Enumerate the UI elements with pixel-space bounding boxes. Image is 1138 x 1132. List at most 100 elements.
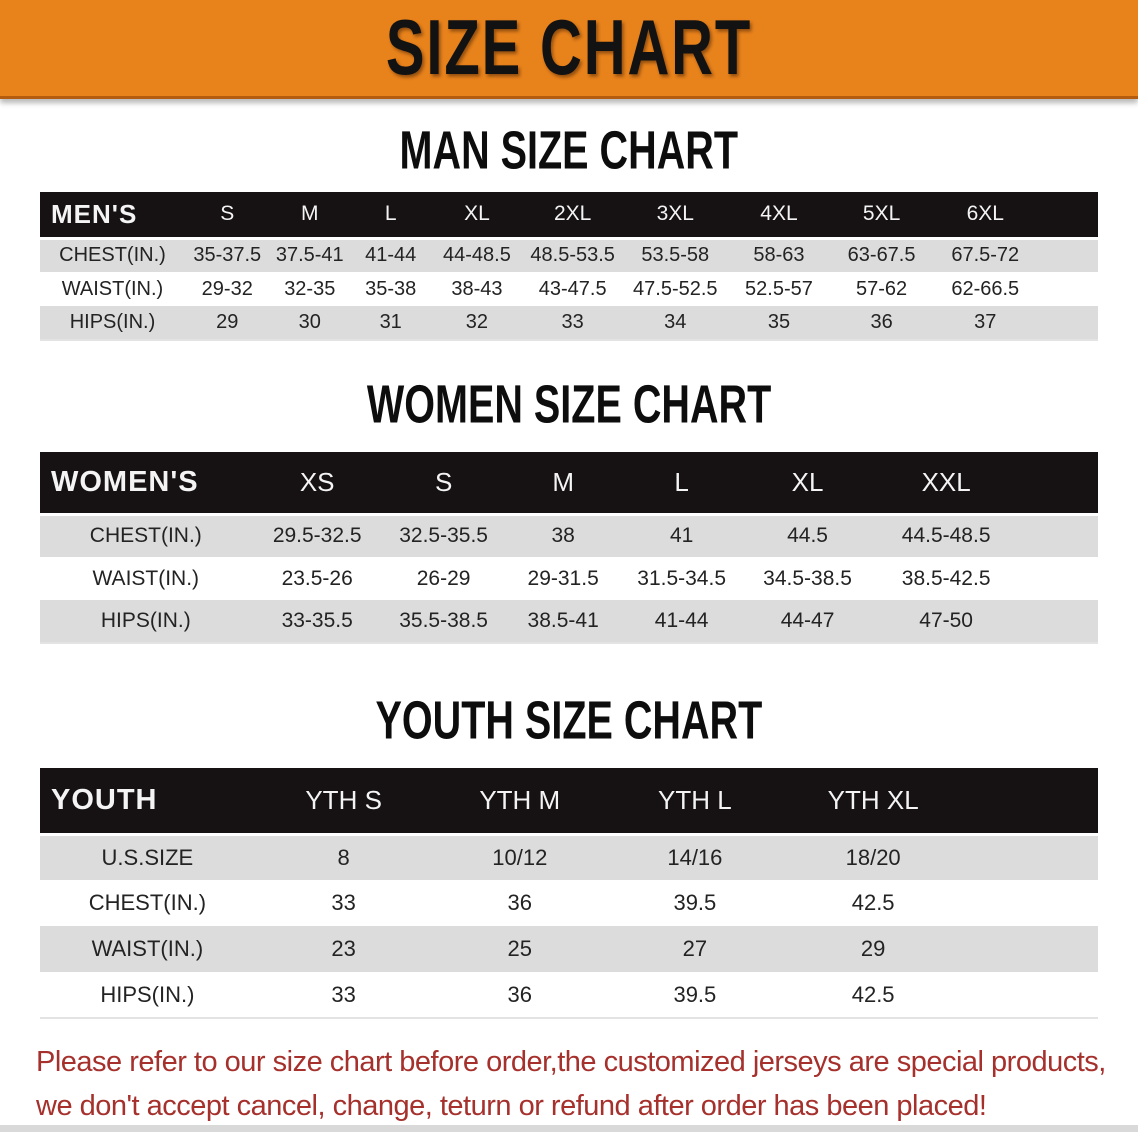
spacer-cell bbox=[1037, 192, 1098, 238]
notice-line-2: we don't accept cancel, change, teturn o… bbox=[36, 1090, 987, 1123]
youth-size-table: YOUTH YTH S YTH M YTH L YTH XL U.S.SIZE 8 10/1… bbox=[40, 768, 1098, 1019]
spacer-cell bbox=[1019, 557, 1098, 600]
measurement-cell: 38 bbox=[504, 512, 622, 557]
spacer-cell bbox=[1018, 512, 1098, 557]
measurement-row: CHEST(IN.) 29.5-32.5 32.5-35.5 38 41 44.5 44.5… bbox=[40, 512, 1098, 557]
banner: SIZE CHART bbox=[0, 0, 1138, 99]
notice-line-1: Please refer to our size chart before or… bbox=[36, 1046, 1106, 1078]
measurement-cell: 44.5-48.5 bbox=[873, 512, 1019, 557]
size-header-row: YOUTH YTH S YTH M YTH L YTH XL bbox=[40, 768, 1098, 834]
size-column-header: 2XL bbox=[522, 192, 623, 238]
size-column-header: 5XL bbox=[830, 192, 933, 238]
size-column-header: 6XL bbox=[932, 192, 1038, 238]
measurement-row: HIPS(IN.) 33 36 39.5 42.5 bbox=[40, 972, 1098, 1019]
row-label: WAIST(IN.) bbox=[61, 277, 164, 300]
measurement-cell: 47.5-52.5 bbox=[633, 277, 718, 300]
measurement-cell: 57-62 bbox=[856, 277, 908, 300]
spacer-cell bbox=[964, 926, 1098, 972]
measurement-cell: 63-67.5 bbox=[830, 236, 933, 272]
youth-section-title: YOUTH SIZE CHART bbox=[375, 689, 763, 751]
measurement-row: WAIST(IN.) 23.5-26 26-29 29-31.5 31.5-34.5 34… bbox=[40, 557, 1098, 600]
measurement-cell: 53.5-58 bbox=[622, 236, 728, 272]
spacer-cell bbox=[1038, 272, 1098, 306]
measurement-cell: 23 bbox=[331, 936, 356, 961]
measurement-cell: 29 bbox=[184, 306, 270, 341]
measurement-cell: 42.5 bbox=[782, 972, 964, 1019]
measurement-cell: 35-38 bbox=[365, 277, 417, 300]
measurement-row: CHEST(IN.) 35-37.5 37.5-41 41-44 44-48.5 48.5… bbox=[40, 236, 1098, 272]
measurement-cell: 43-47.5 bbox=[538, 277, 607, 300]
spacer-cell bbox=[963, 768, 1098, 834]
measurement-cell: 29-32 bbox=[201, 277, 253, 300]
measurement-cell: 39.5 bbox=[673, 890, 717, 915]
measurement-cell: 36 bbox=[830, 306, 933, 341]
measurement-cell: 32 bbox=[431, 306, 523, 341]
measurement-cell: 38-43 bbox=[451, 277, 503, 300]
measurement-cell: 31 bbox=[349, 306, 432, 341]
measurement-cell: 30 bbox=[269, 306, 350, 341]
measurement-row: WAIST(IN.) 23 25 27 29 bbox=[40, 926, 1098, 972]
row-label: WAIST(IN.) bbox=[92, 566, 200, 590]
measurement-cell: 8 bbox=[254, 832, 433, 880]
youth-section-head: YOUTH SIZE CHART bbox=[0, 690, 1138, 750]
size-column-header: S bbox=[382, 452, 505, 514]
spacer-cell bbox=[1018, 600, 1098, 644]
youth-section: YOUTH SIZE CHART YOUTH YTH S YTH M YTH L YTH… bbox=[0, 690, 1138, 1019]
measurement-cell: 39.5 bbox=[607, 972, 783, 1019]
measurement-cell: 33 bbox=[522, 306, 623, 341]
size-column-header: XL bbox=[431, 192, 523, 238]
measurement-cell: 41-44 bbox=[349, 236, 432, 272]
measurement-cell: 29.5-32.5 bbox=[251, 512, 383, 557]
measurement-cell: 42.5 bbox=[851, 890, 895, 915]
measurement-cell: 52.5-57 bbox=[745, 277, 813, 300]
size-column-header: XS bbox=[251, 452, 383, 514]
size-column-header: YTH S bbox=[254, 768, 433, 834]
measurement-cell: 44-47 bbox=[741, 600, 874, 644]
table-corner-label: WOMEN'S bbox=[40, 452, 252, 514]
banner-title: SIZE CHART bbox=[385, 4, 753, 92]
spacer-cell bbox=[1037, 306, 1098, 341]
measurement-cell: 41-44 bbox=[621, 600, 742, 644]
measurement-row: CHEST(IN.) 33 36 39.5 42.5 bbox=[40, 880, 1098, 926]
measurement-cell: 23.5-26 bbox=[281, 566, 353, 590]
measurement-cell: 18/20 bbox=[782, 832, 964, 880]
measurement-cell: 29-31.5 bbox=[527, 566, 599, 590]
measurement-cell: 41 bbox=[621, 512, 742, 557]
men-section-title: MAN SIZE CHART bbox=[399, 119, 739, 181]
size-column-header: XL bbox=[741, 452, 874, 514]
footer-notice: Please refer to our size chart before or… bbox=[36, 1040, 1118, 1128]
row-label: U.S.SIZE bbox=[40, 832, 255, 880]
measurement-row: HIPS(IN.) 29 30 31 32 33 34 35 36 37 bbox=[40, 306, 1098, 341]
measurement-cell: 37 bbox=[932, 306, 1038, 341]
row-label: HIPS(IN.) bbox=[40, 972, 255, 1019]
spacer-cell bbox=[1018, 452, 1098, 514]
spacer-cell bbox=[1037, 236, 1098, 272]
women-section: WOMEN SIZE CHART WOMEN'S XS S M L XL XXL CHEST… bbox=[0, 374, 1138, 644]
size-column-header: YTH XL bbox=[782, 768, 964, 834]
measurement-cell: 35-37.5 bbox=[184, 236, 270, 272]
measurement-cell: 38.5-41 bbox=[504, 600, 622, 644]
measurement-cell: 48.5-53.5 bbox=[522, 236, 623, 272]
women-size-table: WOMEN'S XS S M L XL XXL CHEST(IN.) 29.5-32.5 32.… bbox=[40, 452, 1098, 644]
measurement-row: HIPS(IN.) 33-35.5 35.5-38.5 38.5-41 41-44 44-… bbox=[40, 600, 1098, 644]
size-column-header: M bbox=[504, 452, 622, 514]
bottom-edge-strip bbox=[0, 1125, 1138, 1132]
measurement-cell: 31.5-34.5 bbox=[637, 566, 727, 590]
measurement-cell: 62-66.5 bbox=[951, 277, 1020, 300]
table-corner-label: YOUTH bbox=[40, 768, 255, 834]
row-label: CHEST(IN.) bbox=[88, 890, 207, 915]
men-section: MAN SIZE CHART MEN'S S M L XL 2XL 3XL 4XL 5XL 6XL… bbox=[0, 120, 1138, 341]
size-column-header: M bbox=[269, 192, 350, 238]
measurement-cell: 36 bbox=[507, 890, 533, 915]
row-label: CHEST(IN.) bbox=[40, 236, 185, 272]
spacer-cell bbox=[963, 832, 1098, 880]
measurement-cell: 33 bbox=[254, 972, 433, 1019]
measurement-cell: 37.5-41 bbox=[269, 236, 350, 272]
measurement-cell: 35 bbox=[727, 306, 831, 341]
measurement-cell: 35.5-38.5 bbox=[382, 600, 505, 644]
measurement-cell: 44-48.5 bbox=[431, 236, 523, 272]
size-charts: MAN SIZE CHART MEN'S S M L XL 2XL 3XL 4XL 5XL 6XL… bbox=[0, 120, 1138, 1019]
size-column-header: YTH M bbox=[432, 768, 608, 834]
row-label: WAIST(IN.) bbox=[91, 936, 204, 961]
women-section-head: WOMEN SIZE CHART bbox=[0, 374, 1138, 434]
